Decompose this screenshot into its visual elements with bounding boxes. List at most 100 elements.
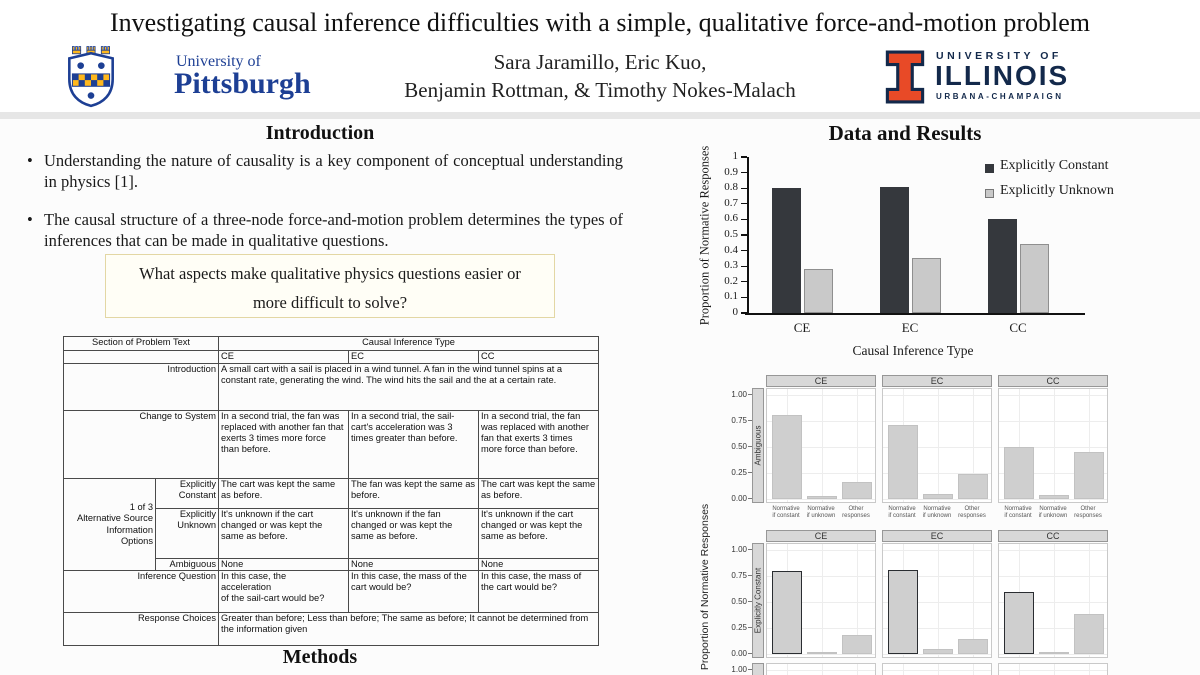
bar (958, 474, 988, 499)
y-axis-tick-label: 0.2 (724, 274, 738, 287)
gridline (1089, 664, 1090, 675)
table-row: Explicitly Unknown It's unknown if the ca… (64, 508, 600, 559)
table-cell (62, 350, 220, 364)
y-axis-tick (748, 419, 752, 421)
bar (1039, 651, 1069, 654)
table-row-label: Inference Question (62, 570, 220, 614)
research-question-box: What aspects make qualitative physics qu… (105, 254, 555, 318)
pitt-logo: University of Pittsburgh (66, 45, 311, 109)
x-axis-tick-label: Normative if constant (772, 506, 800, 520)
bar (807, 495, 837, 499)
authors-line-2: Benjamin Rottman, & Timothy Nokes-Malach (404, 78, 796, 102)
facet-panel (766, 543, 876, 658)
gridline (883, 395, 991, 396)
gridline (999, 602, 1107, 603)
gridline (999, 395, 1107, 396)
y-axis-tick (741, 296, 747, 299)
gridline (1054, 664, 1055, 675)
y-axis-tick-label: 1.00 (731, 544, 747, 554)
facet-bar-chart: Proportion of Normative Responses Ambiguo… (695, 370, 1120, 675)
bar-ce-constant (772, 188, 801, 313)
y-axis-tick (741, 249, 747, 252)
y-axis-label: Proportion of Normative Responses (699, 503, 711, 671)
y-axis-tick-label: 0.7 (724, 196, 738, 209)
gridline (999, 447, 1107, 448)
y-axis-tick-label: 0.8 (724, 181, 738, 194)
bar (1004, 591, 1034, 654)
gridline (857, 544, 858, 657)
table-group-label: 1 of 3 Alternative Source Information Optio… (63, 477, 156, 572)
x-axis-tick-label: Normative if constant (888, 506, 916, 520)
y-axis-tick-label: 1 (732, 150, 739, 162)
gridline (973, 389, 974, 502)
facet-panel (882, 543, 992, 658)
gridline (1089, 544, 1090, 657)
y-axis-tick-label: 0.25 (731, 622, 747, 632)
y-axis-tick-label: 0.75 (731, 570, 747, 580)
gridline (883, 421, 991, 422)
gridline (883, 654, 991, 655)
illinois-logo: UNIVERSITY OF ILLINOIS URBANA-CHAMPAIGN (884, 49, 1134, 107)
gridline (822, 544, 823, 657)
y-axis-tick-label: 0.75 (731, 415, 747, 425)
gridline (973, 544, 974, 657)
gridline (883, 447, 991, 448)
y-axis-tick (741, 171, 747, 174)
gridline (857, 664, 858, 675)
x-axis-tick-label: EC (901, 320, 919, 335)
y-axis-tick-label: 0 (732, 306, 739, 318)
section-heading-introduction: Introduction (265, 122, 375, 144)
bar (772, 414, 802, 499)
facet-col-strip: EC (882, 375, 992, 387)
table-cell: A small cart with a sail is placed in a … (218, 363, 600, 411)
bullet-text: The causal structure of a three-node for… (44, 209, 623, 250)
table-row-label: Explicitly Constant (154, 478, 220, 509)
y-axis-tick (748, 574, 752, 576)
y-axis-tick (741, 156, 747, 158)
bullet-marker: • (27, 151, 33, 170)
table-cell: Greater than before; Less than before; T… (218, 612, 600, 647)
research-question-line1: What aspects make qualitative physics qu… (139, 264, 521, 283)
gridline (999, 473, 1107, 474)
problem-structure-table: Section of Problem Text Causal Inference … (62, 336, 600, 647)
y-axis-tick (741, 265, 747, 267)
y-axis-tick-label: 0.50 (731, 596, 747, 606)
x-axis-tick-label: CC (1009, 320, 1027, 335)
authors-line-1: Sara Jaramillo, Eric Kuo, (493, 50, 707, 74)
gridline (767, 602, 875, 603)
section-heading-methods: Methods (282, 646, 358, 668)
y-axis-tick (741, 234, 747, 236)
poster-header: Investigating causal inference difficult… (0, 0, 1200, 112)
y-axis-tick (748, 652, 752, 654)
y-axis-tick (741, 218, 747, 221)
y-axis-tick (741, 312, 747, 314)
bar (1004, 447, 1034, 499)
bullet-marker: • (27, 209, 33, 229)
gridline (822, 389, 823, 502)
x-axis-line (745, 313, 1085, 316)
facet-row-strip-label: Ambiguous (753, 424, 763, 466)
gridline (1054, 389, 1055, 502)
bar-ec-unknown (912, 258, 941, 313)
gridline (883, 550, 991, 551)
gridline (822, 664, 823, 675)
gridline (999, 550, 1107, 551)
illinois-wordmark-line1: UNIVERSITY OF (936, 50, 1062, 62)
gridline (883, 576, 991, 577)
poster-title: Investigating causal inference difficult… (110, 8, 1090, 37)
table-row: Change to System In a second trial, the f… (62, 410, 600, 479)
y-axis-tick (741, 187, 747, 189)
gridline (767, 447, 875, 448)
y-axis-tick (748, 626, 752, 628)
gridline (903, 664, 904, 675)
y-axis-tick (741, 203, 747, 205)
header-divider (0, 112, 1200, 119)
pitt-wordmark-line1: University of (176, 53, 261, 70)
table-cell: In a second trial, the fan was replaced … (218, 410, 350, 479)
y-axis-tick-label: 0.9 (724, 165, 738, 178)
section-heading-results: Data and Results (828, 121, 982, 145)
table-cell: None (348, 557, 480, 572)
illinois-wordmark-line3: URBANA-CHAMPAIGN (936, 92, 1064, 101)
facet-row-strip-label: Explicitly Constant (753, 567, 763, 633)
